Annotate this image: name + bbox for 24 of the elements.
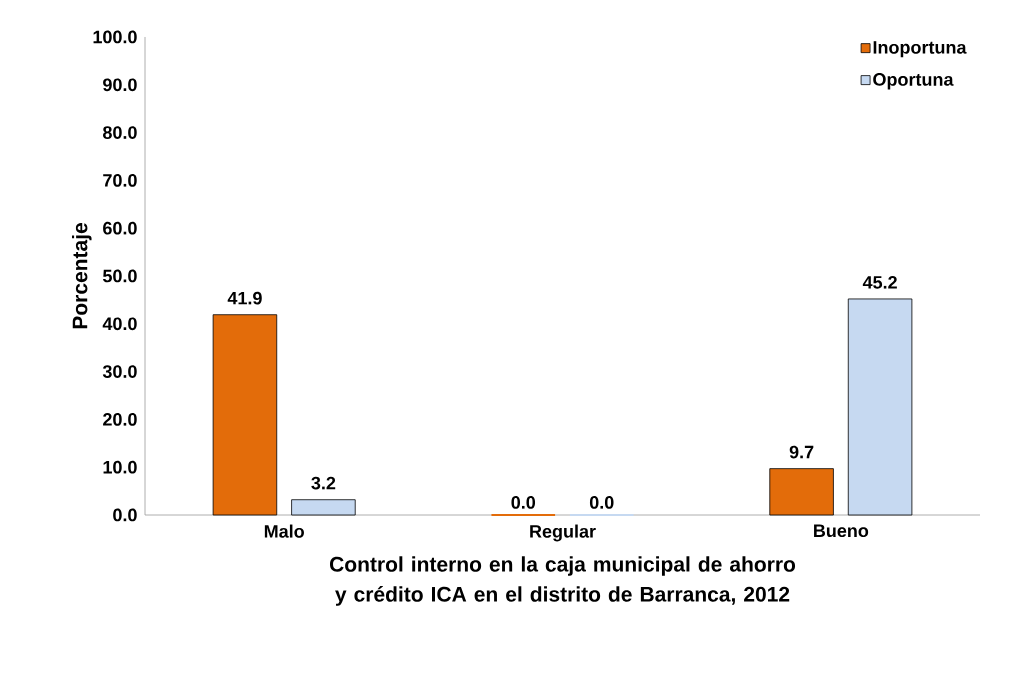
data-label: 9.7 bbox=[789, 445, 814, 459]
y-tick-label: 50.0 bbox=[102, 269, 137, 283]
data-label: 41.9 bbox=[227, 291, 262, 305]
y-tick-label: 80.0 bbox=[103, 126, 137, 139]
data-label: 3.2 bbox=[311, 476, 336, 490]
y-tick-label: 70.0 bbox=[103, 174, 137, 187]
x-tick-label: Bueno bbox=[814, 524, 869, 538]
y-tick-label: 40.0 bbox=[102, 317, 137, 331]
x-axis-title: Control interno en la caja municipal de ahorro y crédito ICA en el distrito de Barranca, 2012 bbox=[330, 556, 796, 606]
x-tick-label: Malo bbox=[264, 524, 304, 538]
data-label: 45.2 bbox=[862, 275, 897, 289]
y-tick-label: 10.0 bbox=[103, 460, 137, 474]
y-tick-label: 20.0 bbox=[103, 413, 137, 426]
x-tick-label: Regular bbox=[530, 524, 596, 542]
y-tick-label: 30.0 bbox=[102, 365, 137, 378]
data-label: 0.0 bbox=[511, 496, 536, 509]
y-tick-label: 90.0 bbox=[103, 78, 137, 92]
y-axis-title: Porcentaje bbox=[71, 223, 92, 329]
y-tick-label: 60.0 bbox=[103, 221, 137, 235]
y-tick-label: 100.0 bbox=[93, 30, 137, 44]
y-tick-label: 0.0 bbox=[113, 508, 137, 522]
legend-label: Inoportuna bbox=[873, 41, 967, 58]
data-label: 0.0 bbox=[589, 496, 614, 509]
legend-label: Oportuna bbox=[873, 73, 954, 90]
